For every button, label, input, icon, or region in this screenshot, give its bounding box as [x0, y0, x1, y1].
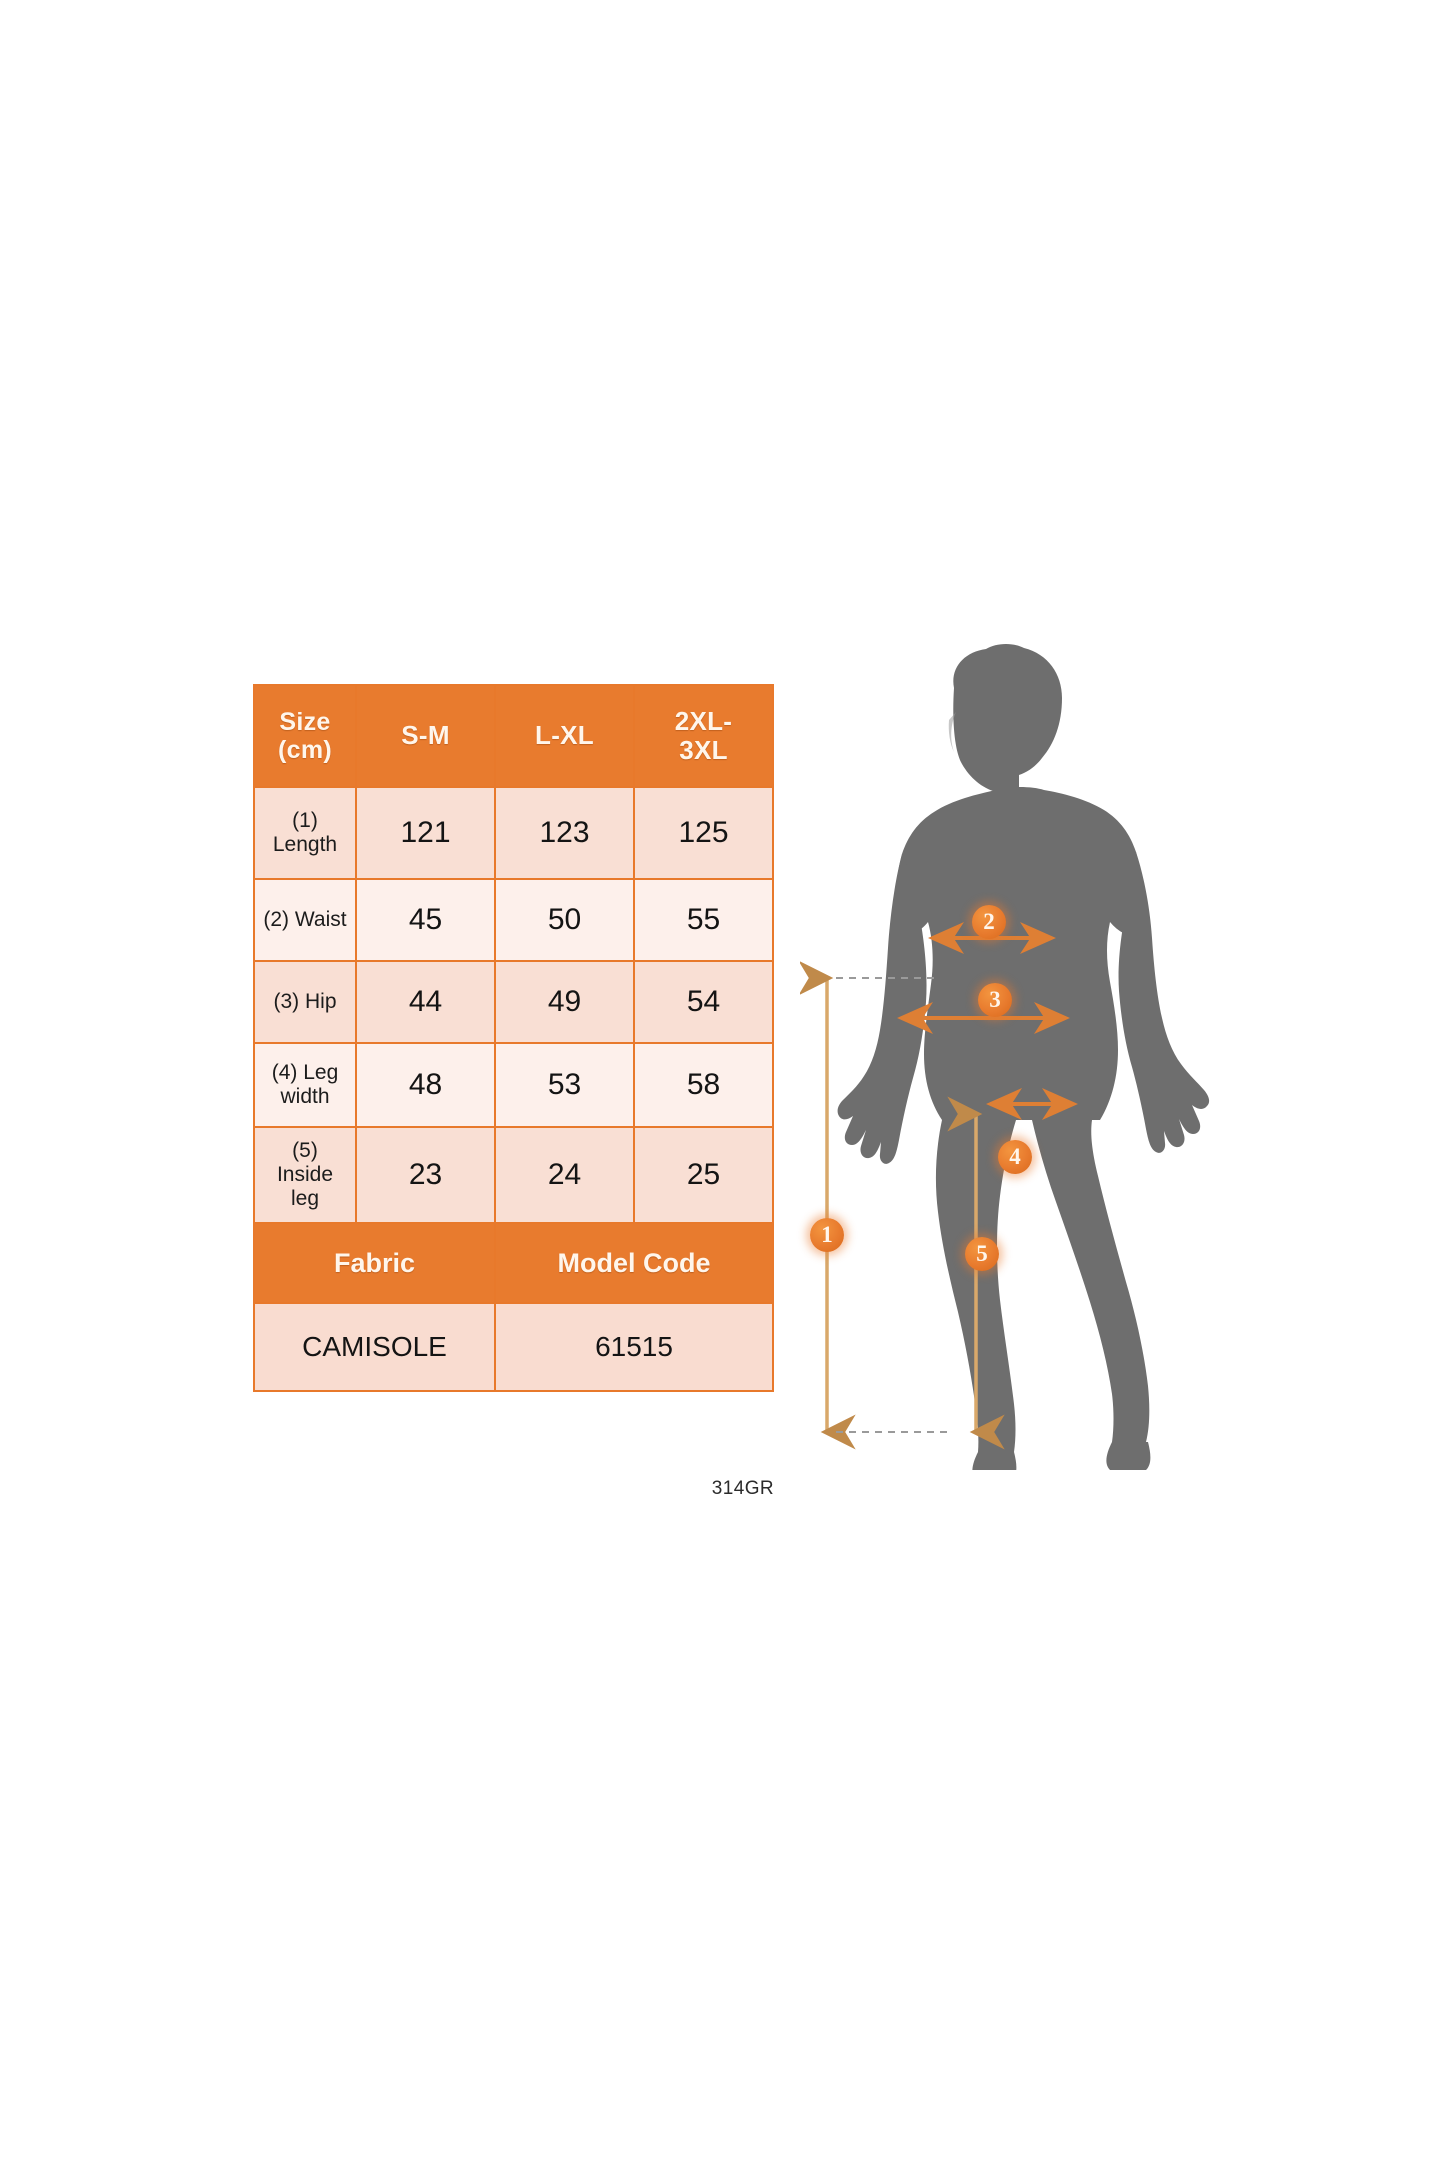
- header-col-2xl3xl: 2XL- 3XL: [633, 684, 774, 788]
- header-col-sm: S-M: [355, 684, 496, 788]
- section-header-model-code: Model Code: [494, 1222, 774, 1304]
- row-label-inside-leg: (5) Inside leg: [253, 1126, 357, 1224]
- size-chart-table-container: Size (cm) S-M L-XL 2XL- 3XL (1) Length 1…: [253, 684, 774, 1392]
- footer-row: CAMISOLE 61515: [253, 1302, 774, 1392]
- table-row: (4) Leg width 48 53 58: [253, 1042, 774, 1128]
- row-label-line1: (4) Leg: [271, 1061, 339, 1085]
- chart-code-label: 314GR: [711, 1478, 774, 1499]
- measure-line-1-length: [800, 960, 950, 1450]
- row-label-line3: leg: [290, 1186, 320, 1210]
- marker-badge-1: 1: [810, 1218, 844, 1252]
- figure-svg: [800, 643, 1210, 1470]
- table-row: (5) Inside leg 23 24 25: [253, 1126, 774, 1224]
- table-header: Size (cm) S-M L-XL 2XL- 3XL: [253, 684, 774, 788]
- size-chart-table: Size (cm) S-M L-XL 2XL- 3XL (1) Length 1…: [253, 684, 774, 1392]
- row-label-hip: (3) Hip: [253, 960, 357, 1044]
- cell-insideleg-lxl: 24: [494, 1126, 635, 1224]
- cell-insideleg-sm: 23: [355, 1126, 496, 1224]
- marker-badge-2: 2: [972, 905, 1006, 939]
- cell-hip-sm: 44: [355, 960, 496, 1044]
- header-col-lxl: L-XL: [494, 684, 635, 788]
- header-size-line2: (cm): [278, 736, 332, 764]
- table-row: (3) Hip 44 49 54: [253, 960, 774, 1044]
- table-body: (1) Length 121 123 125 (2) Waist 45 50 5…: [253, 786, 774, 1392]
- cell-legwidth-sm: 48: [355, 1042, 496, 1128]
- marker-badge-5: 5: [965, 1237, 999, 1271]
- header-col3-line1: 2XL-: [674, 705, 733, 736]
- cell-waist-lxl: 50: [494, 878, 635, 962]
- cell-waist-2xl3xl: 55: [633, 878, 774, 962]
- cell-legwidth-lxl: 53: [494, 1042, 635, 1128]
- cell-waist-sm: 45: [355, 878, 496, 962]
- cell-hip-lxl: 49: [494, 960, 635, 1044]
- cell-model-code-value: 61515: [494, 1302, 774, 1392]
- header-col3-line2: 3XL: [679, 735, 728, 765]
- cell-length-2xl3xl: 125: [633, 786, 774, 880]
- measurement-figure: 1 2 3 4 5: [800, 640, 1220, 1470]
- header-size-unit: Size (cm): [253, 684, 357, 788]
- row-label-waist: (2) Waist: [253, 878, 357, 962]
- female-silhouette-icon: [837, 643, 1210, 1470]
- table-row: (1) Length 121 123 125: [253, 786, 774, 880]
- table-row: (2) Waist 45 50 55: [253, 878, 774, 962]
- cell-legwidth-2xl3xl: 58: [633, 1042, 774, 1128]
- row-label-line1: (1): [292, 809, 318, 833]
- section-header-fabric: Fabric: [253, 1222, 496, 1304]
- row-label-line2: Length: [272, 833, 338, 856]
- cell-insideleg-2xl3xl: 25: [633, 1126, 774, 1224]
- cell-fabric-value: CAMISOLE: [253, 1302, 496, 1392]
- cell-length-sm: 121: [355, 786, 496, 880]
- cell-length-lxl: 123: [494, 786, 635, 880]
- row-label-line2: Inside: [276, 1163, 334, 1187]
- cell-hip-2xl3xl: 54: [633, 960, 774, 1044]
- header-row: Size (cm) S-M L-XL 2XL- 3XL: [253, 684, 774, 788]
- marker-badge-4: 4: [998, 1140, 1032, 1174]
- row-label-length: (1) Length: [253, 786, 357, 880]
- row-label-leg-width: (4) Leg width: [253, 1042, 357, 1128]
- section-header-row: Fabric Model Code: [253, 1222, 774, 1304]
- marker-badge-3: 3: [978, 983, 1012, 1017]
- row-label-line2: width: [280, 1085, 330, 1108]
- header-size-line1: Size: [279, 708, 331, 736]
- row-label-line1: (5): [292, 1139, 318, 1163]
